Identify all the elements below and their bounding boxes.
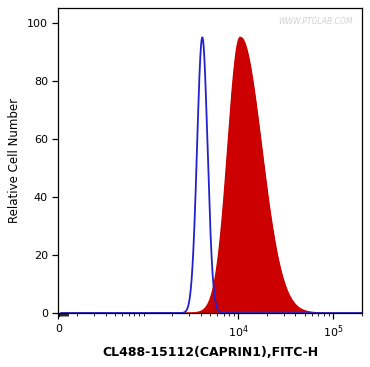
Y-axis label: Relative Cell Number: Relative Cell Number [9,98,21,223]
Text: WWW.PTGLAB.COM: WWW.PTGLAB.COM [278,18,353,26]
X-axis label: CL488-15112(CAPRIN1),FITC-H: CL488-15112(CAPRIN1),FITC-H [102,346,318,359]
